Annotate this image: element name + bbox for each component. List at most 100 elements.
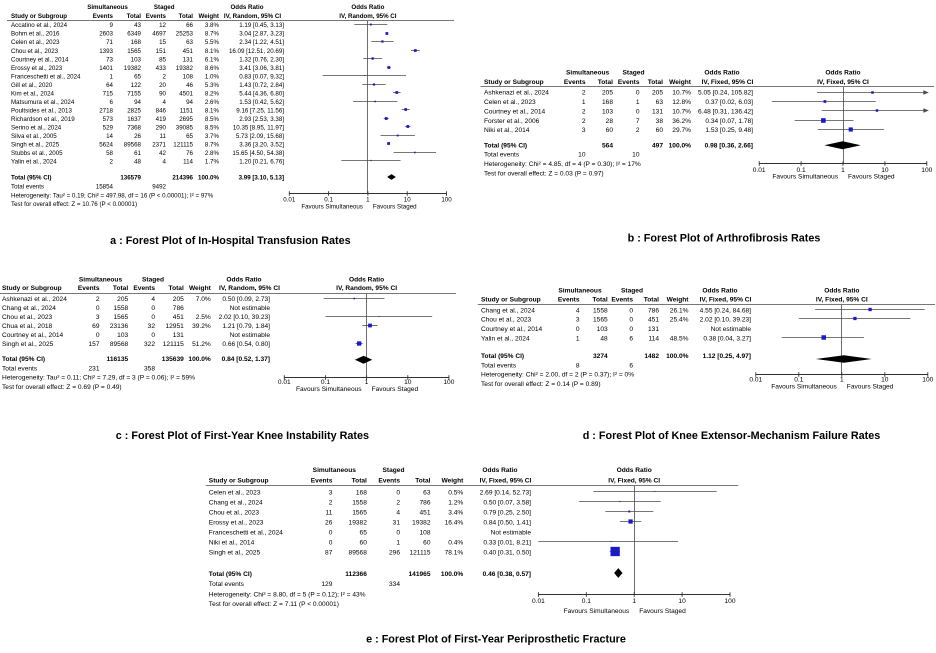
svg-text:0.84 [0.50, 1.41]: 0.84 [0.50, 1.41] [483,520,531,527]
svg-text:Courtney et al., 2014: Courtney et al., 2014 [481,326,543,333]
svg-text:0.66 [0.54, 0.80]: 0.66 [0.54, 0.80] [222,341,270,348]
svg-text:358: 358 [144,365,155,372]
svg-text:Favours Simultaneous: Favours Simultaneous [296,386,362,393]
svg-text:131: 131 [183,56,194,63]
svg-text:2.6%: 2.6% [205,99,220,106]
svg-text:48: 48 [134,159,141,166]
svg-text:1: 1 [636,99,640,106]
svg-text:Total (95% CI): Total (95% CI) [11,174,51,181]
svg-text:60: 60 [360,540,368,547]
svg-text:322: 322 [144,341,155,348]
svg-text:100.0%: 100.0% [666,353,689,360]
svg-text:Staged: Staged [621,288,643,295]
svg-text:25.4%: 25.4% [670,317,689,324]
svg-text:4: 4 [163,159,167,166]
svg-text:0: 0 [96,332,100,339]
svg-text:43: 43 [134,22,141,29]
svg-text:1401: 1401 [99,65,113,72]
svg-text:12.8%: 12.8% [672,99,691,106]
svg-text:Erossy et al., 2023: Erossy et al., 2023 [11,65,63,72]
svg-text:Staged: Staged [142,276,164,283]
svg-text:4: 4 [396,510,400,517]
svg-text:Test for overall effect: Z = 1: Test for overall effect: Z = 10.76 (P < … [11,201,137,208]
svg-text:Silva et al., 2005: Silva et al., 2005 [11,133,57,140]
svg-text:3.4%: 3.4% [448,510,463,517]
svg-text:129: 129 [321,581,332,588]
svg-text:29.7%: 29.7% [672,127,691,134]
svg-text:Odds Ratio: Odds Ratio [704,70,739,77]
svg-text:Accatino et al., 2024: Accatino et al., 2024 [11,22,68,29]
svg-text:Total events: Total events [209,581,245,588]
svg-text:10.7%: 10.7% [672,90,691,97]
svg-text:4697: 4697 [152,31,166,38]
svg-text:8.1%: 8.1% [205,107,220,114]
svg-text:Total (95% CI): Total (95% CI) [481,353,524,360]
svg-text:19382: 19382 [176,65,194,72]
svg-text:0.5%: 0.5% [448,489,463,496]
svg-text:2: 2 [582,118,586,125]
svg-text:205: 205 [173,296,184,303]
svg-text:23136: 23136 [110,323,129,330]
svg-text:Heterogeneity: Tau² = 0.11; Ch: Heterogeneity: Tau² = 0.11; Chi² = 7.29,… [2,375,195,382]
svg-text:89568: 89568 [124,142,142,149]
svg-text:Total: Total [113,285,128,292]
svg-text:Favours Simultaneous: Favours Simultaneous [771,384,837,391]
svg-text:Total: Total [592,297,607,304]
svg-text:Test for overall effect: Z = 0: Test for overall effect: Z = 0.14 (P = 0… [481,381,601,388]
svg-text:14: 14 [106,133,113,140]
svg-text:Study or Subgroup: Study or Subgroup [481,297,541,304]
svg-text:2.8%: 2.8% [205,150,220,157]
svg-text:786: 786 [648,307,659,314]
svg-text:7368: 7368 [127,124,141,131]
svg-text:334: 334 [389,581,400,588]
svg-text:2: 2 [582,90,586,97]
svg-text:19382: 19382 [124,65,142,72]
svg-text:0: 0 [329,540,333,547]
svg-text:Franceschetti et al., 2024: Franceschetti et al., 2024 [11,73,81,80]
svg-text:Richardson et al., 2019: Richardson et al., 2019 [11,116,75,123]
svg-text:63: 63 [423,489,431,496]
svg-text:26: 26 [325,520,333,527]
svg-text:Chang et al., 2024: Chang et al., 2024 [209,499,263,506]
svg-text:Forster et al., 2006: Forster et al., 2006 [484,118,540,125]
svg-text:1558: 1558 [352,499,367,506]
svg-text:Erossy et al., 2023: Erossy et al., 2023 [209,520,264,527]
svg-text:12: 12 [159,22,166,29]
svg-text:122: 122 [131,82,142,89]
svg-text:38: 38 [656,118,664,125]
svg-text:0: 0 [629,326,633,333]
svg-text:60: 60 [656,127,664,134]
svg-text:Bohm et al., 2016: Bohm et al., 2016 [11,31,60,38]
svg-text:114: 114 [648,335,659,342]
svg-text:31: 31 [393,520,401,527]
svg-text:Staged: Staged [623,70,645,77]
svg-text:65: 65 [134,73,141,80]
svg-text:100.0%: 100.0% [669,142,692,149]
svg-text:8.2%: 8.2% [205,90,220,97]
svg-text:1.7%: 1.7% [205,159,220,166]
svg-text:3.36 [3.20, 3.52]: 3.36 [3.20, 3.52] [239,142,284,149]
svg-text:Total events: Total events [484,152,520,159]
svg-text:Chua et al., 2018: Chua et al., 2018 [2,323,53,330]
svg-text:IV, Random, 95% CI: IV, Random, 95% CI [339,13,396,20]
svg-text:IV, Fixed, 95% CI: IV, Fixed, 95% CI [816,297,868,304]
svg-text:5.3%: 5.3% [205,82,220,89]
svg-text:Simultaneous: Simultaneous [566,70,610,77]
svg-text:6.1%: 6.1% [205,56,220,63]
svg-text:Not estimable: Not estimable [230,332,271,339]
svg-text:7155: 7155 [127,90,141,97]
svg-text:0.50 [0.07, 3.58]: 0.50 [0.07, 3.58] [483,499,531,506]
svg-text:Yalin et al., 2024: Yalin et al., 2024 [11,159,57,166]
svg-text:157: 157 [88,341,99,348]
svg-text:Weight: Weight [667,297,690,304]
svg-text:42: 42 [159,150,166,157]
svg-text:Franceschetti et al., 2024: Franceschetti et al., 2024 [209,530,283,537]
svg-text:90: 90 [159,90,166,97]
svg-text:Singh et al., 2025: Singh et al., 2025 [2,341,54,348]
svg-text:Heterogeneity: Chi² = 2.00, df: Heterogeneity: Chi² = 2.00, df = 2 (P = … [481,372,634,379]
svg-text:1: 1 [632,598,636,605]
svg-text:Events: Events [558,297,580,304]
svg-text:8: 8 [576,362,580,369]
svg-text:Events: Events [78,285,100,292]
svg-text:564: 564 [602,142,613,149]
